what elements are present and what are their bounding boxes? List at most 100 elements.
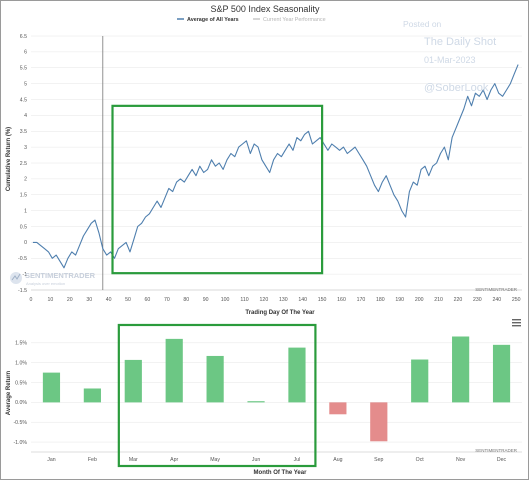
- credit-bottom: SENTIMENTRADER: [475, 448, 518, 453]
- x-tick-label: 210: [434, 297, 443, 303]
- x-tick-label: 40: [106, 297, 112, 303]
- x-tick-label: Nov: [456, 457, 466, 463]
- y-tick-label: 6: [24, 50, 27, 56]
- x-tick-label: Mar: [129, 457, 138, 463]
- bar-sep: [370, 402, 388, 442]
- x-tick-label: 50: [125, 297, 131, 303]
- y-tick-label: 4.5: [20, 97, 27, 103]
- x-tick-label: 130: [279, 297, 288, 303]
- watermark-posted-on: Posted on: [403, 19, 442, 29]
- watermark-date: 01-Mar-2023: [424, 55, 476, 65]
- x-tick-label: 150: [318, 297, 327, 303]
- x-tick-label: 70: [164, 297, 170, 303]
- x-tick-label: Apr: [170, 457, 178, 463]
- highlight-box: [111, 104, 324, 275]
- line-chart-x-axis-title: Trading Day Of The Year: [245, 310, 315, 316]
- y-tick-label: 2.5: [20, 161, 27, 167]
- bar-chart-grid: [31, 342, 522, 443]
- x-tick-label: 180: [376, 297, 385, 303]
- x-tick-label: Jul: [294, 457, 301, 463]
- legend: Average of All Years Current Year Perfor…: [177, 17, 326, 23]
- y-tick-label: 0.5%: [15, 380, 27, 386]
- x-tick-label: 80: [183, 297, 189, 303]
- bar-chart-plot: [42, 323, 511, 468]
- y-tick-label: 0.0%: [15, 400, 27, 406]
- bar-jan: [42, 372, 61, 403]
- x-tick-label: Oct: [416, 457, 425, 463]
- bar-may: [206, 355, 224, 403]
- line-chart-y-axis-title: Cumulative Return (%): [6, 127, 12, 191]
- y-tick-label: 5: [24, 81, 27, 87]
- y-tick-label: 1.0%: [15, 360, 27, 366]
- bar-dec: [492, 344, 511, 403]
- x-tick-label: Jun: [252, 457, 260, 463]
- logo-chart-glyph-icon: [11, 273, 21, 281]
- bar-jun: [247, 401, 265, 403]
- hamburger-menu-icon[interactable]: [512, 319, 521, 327]
- watermark-handle: @SoberLook: [424, 82, 489, 94]
- watermark: Posted on The Daily Shot 01-Mar-2023 @So…: [403, 19, 496, 94]
- x-tick-label: 60: [145, 297, 151, 303]
- x-tick-label: 220: [454, 297, 463, 303]
- bar-chart-y-axis-title: Average Return: [6, 370, 12, 415]
- legend-label-average[interactable]: Average of All Years: [187, 17, 239, 23]
- y-tick-label: 1.5%: [15, 341, 27, 347]
- y-tick-label: -1.5: [18, 288, 27, 294]
- x-tick-label: May: [210, 457, 220, 463]
- y-tick-label: 3.5: [20, 129, 27, 135]
- legend-label-current[interactable]: Current Year Performance: [263, 17, 326, 23]
- y-tick-label: 3: [24, 145, 27, 151]
- bar-aug: [329, 402, 347, 415]
- watermark-source: The Daily Shot: [424, 36, 496, 48]
- x-tick-label: 90: [203, 297, 209, 303]
- series-line-average: [32, 64, 519, 269]
- logo-tagline: Analysis over emotion: [26, 281, 65, 286]
- y-tick-label: 5.5: [20, 66, 27, 72]
- x-tick-label: Dec: [497, 457, 507, 463]
- y-tick-label: 0: [24, 240, 27, 246]
- y-tick-label: 2: [24, 177, 27, 183]
- y-tick-label: -0.5%: [13, 420, 27, 426]
- x-tick-label: 170: [357, 297, 366, 303]
- bar-chart-axes: -1.0% -0.5% 0.0% 0.5% 1.0% 1.5% Jan Feb Mar Apr Ma…: [13, 341, 522, 463]
- x-tick-label: Sep: [374, 457, 383, 463]
- highlight-box: [117, 323, 317, 468]
- x-tick-label: 0: [30, 297, 33, 303]
- x-tick-label: 160: [337, 297, 346, 303]
- line-chart-plot: [32, 36, 519, 290]
- x-tick-label: 10: [48, 297, 54, 303]
- y-tick-label: -1: [22, 272, 27, 278]
- sentimentrader-logo: SENTIMENTRADER Analysis over emotion: [10, 271, 96, 286]
- y-tick-label: 6.5: [20, 34, 27, 40]
- chart-title: S&P 500 Index Seasonality: [211, 4, 320, 14]
- x-tick-label: 240: [492, 297, 501, 303]
- x-tick-label: 140: [298, 297, 307, 303]
- bar-jul: [288, 347, 306, 403]
- x-tick-label: 30: [86, 297, 92, 303]
- line-chart-axes: -1.5-1-0.500.511.522.533.544.555.566.50 1…: [18, 34, 522, 303]
- bar-apr: [165, 338, 183, 403]
- bar-mar: [124, 359, 142, 403]
- bar-nov: [452, 336, 470, 403]
- x-tick-label: 20: [67, 297, 73, 303]
- logo-name: SENTIMENTRADER: [25, 271, 96, 280]
- x-tick-label: 200: [415, 297, 424, 303]
- y-tick-label: 1: [24, 208, 27, 214]
- y-tick-label: -1.0%: [13, 440, 27, 446]
- x-tick-label: Jan: [47, 457, 55, 463]
- y-tick-label: 1.5: [20, 193, 27, 199]
- x-tick-label: 250: [512, 297, 521, 303]
- x-tick-label: 190: [395, 297, 404, 303]
- x-tick-label: Aug: [333, 457, 342, 463]
- bar-feb: [83, 388, 101, 403]
- bar-chart-x-axis-title: Month Of The Year: [254, 470, 308, 476]
- credit-top: SENTIMENTRADER: [475, 287, 518, 292]
- y-tick-label: 4: [24, 113, 27, 119]
- x-tick-label: 120: [260, 297, 269, 303]
- x-tick-label: Feb: [88, 457, 97, 463]
- y-tick-label: -0.5: [18, 256, 27, 262]
- x-tick-label: 110: [240, 297, 248, 303]
- x-tick-label: 100: [221, 297, 230, 303]
